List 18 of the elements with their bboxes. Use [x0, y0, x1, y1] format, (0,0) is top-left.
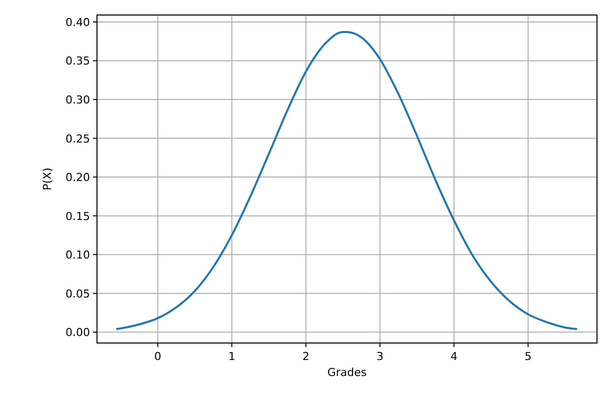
y-tick-label: 0.35	[66, 54, 90, 68]
y-tick-label: 0.25	[66, 132, 90, 146]
y-tick-label: 0.15	[66, 210, 90, 223]
x-tick-label: 0	[154, 350, 162, 363]
x-tick-label: 2	[302, 350, 310, 363]
y-tick-label: 0.20	[66, 171, 90, 184]
y-tick-label: 0.05	[66, 287, 90, 300]
line-series	[116, 31, 578, 330]
x-axis-title: Grades	[327, 366, 367, 379]
x-tick-label: 4	[450, 350, 458, 363]
x-tick-label: 3	[376, 350, 384, 363]
x-tick-label: 5	[524, 350, 532, 363]
y-tick-label: 0.30	[66, 94, 90, 107]
y-axis-title: P(X)	[41, 168, 54, 190]
y-tick-label: 0.40	[66, 16, 90, 29]
y-tick-label: 0.10	[66, 248, 90, 262]
y-tick-label: 0.00	[66, 326, 90, 340]
x-tick-label: 1	[228, 350, 236, 363]
